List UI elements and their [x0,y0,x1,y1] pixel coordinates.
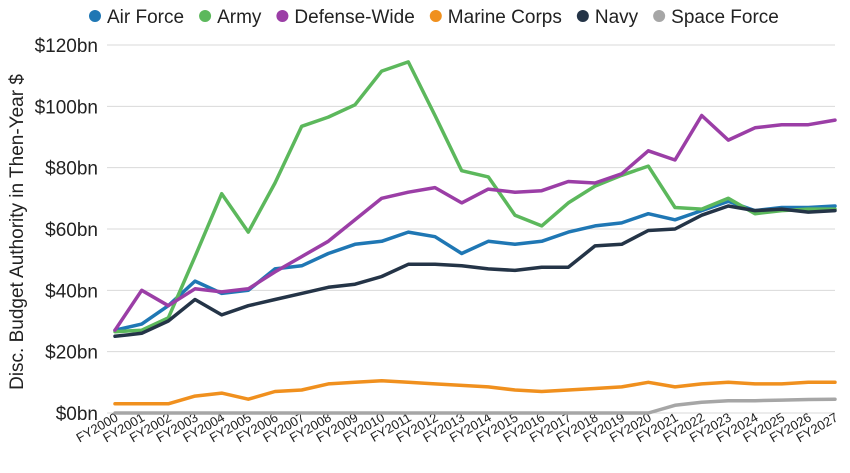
legend-item-navy: Navy [576,7,639,28]
y-tick-label: $80bn [45,159,98,180]
legend-label: Army [217,7,262,28]
series-line-marine-corps [113,379,837,406]
legend-item-defense-wide: Defense-Wide [276,7,415,28]
y-tick-label: $120bn [35,36,98,57]
legend-marker [199,10,212,22]
legend-item-air-force: Air Force [89,7,184,28]
y-axis-ticks: $0bn $20bn $40bn $60bn $80bn $100bn $120bn [35,36,98,425]
legend-label: Navy [595,7,639,28]
legend-item-army: Army [199,7,262,28]
series-line-space-force [113,397,837,415]
legend-marker [89,10,101,22]
y-tick-label: $0bn [56,404,98,425]
legend-marker [429,10,442,22]
y-tick-label: $20bn [45,343,98,364]
y-tick-label: $60bn [45,220,98,241]
legend-label: Air Force [107,7,184,28]
legend-marker [576,10,589,22]
series-line-army [113,60,837,334]
series-line-navy [113,204,837,339]
series-lines [113,60,837,415]
legend-item-marine-corps: Marine Corps [429,7,562,28]
legend-marker [276,10,289,22]
y-axis-label: Disc. Budget Authority in Then-Year $ [7,74,28,390]
legend-label: Space Force [671,7,779,28]
x-axis-ticks: FY2000FY2001FY2002FY2003FY2004FY2005FY20… [74,410,841,446]
legend: Air Force Army Defense-Wide Marine Corps Nav… [89,7,779,28]
gridlines [107,44,835,414]
legend-marker [653,10,666,22]
legend-item-space-force: Space Force [653,7,779,28]
y-tick-label: $100bn [35,97,98,118]
legend-label: Marine Corps [448,7,562,28]
y-tick-label: $40bn [45,281,98,302]
legend-label: Defense-Wide [294,7,414,28]
series-line-defense-wide [113,113,837,332]
